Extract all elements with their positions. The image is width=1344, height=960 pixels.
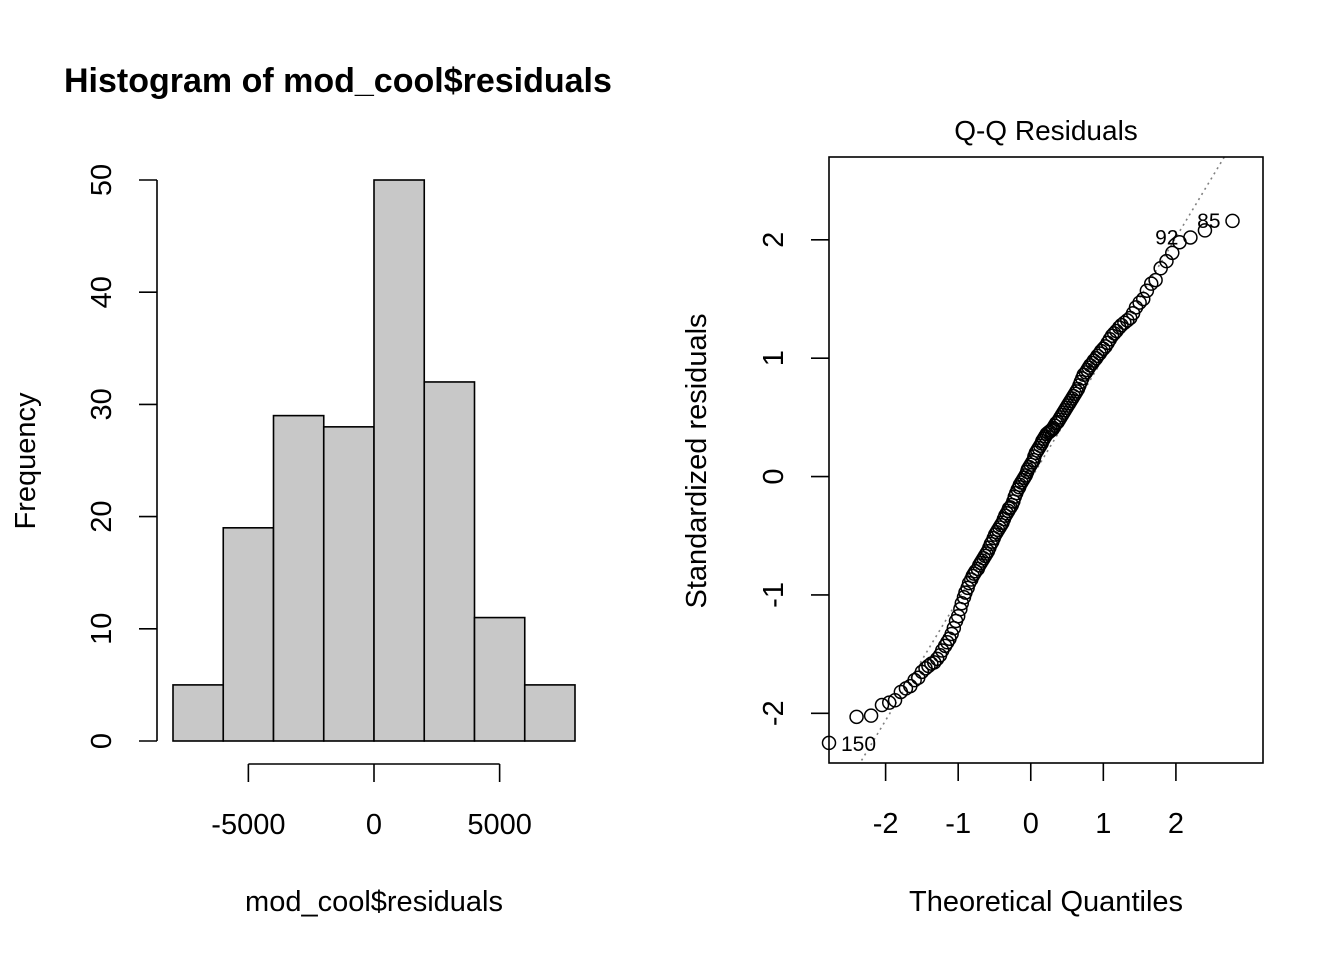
histogram-y-tick-label: 10 bbox=[86, 613, 118, 645]
histogram-bar bbox=[172, 684, 225, 742]
qq-y-axis: -2 -1 0 1 2 bbox=[758, 232, 829, 726]
qq-x-label: Theoretical Quantiles bbox=[909, 886, 1183, 918]
qq-point bbox=[1024, 455, 1040, 470]
qq-point bbox=[1112, 320, 1127, 335]
qq-point bbox=[1104, 328, 1120, 343]
qq-point-labels: 150 92 85 bbox=[841, 210, 1221, 756]
qq-x-tick-label: 2 bbox=[1168, 808, 1184, 840]
histogram-x-axis: -5000 0 5000 bbox=[211, 763, 532, 841]
qq-point bbox=[929, 651, 945, 667]
histogram-y-label: Frequency bbox=[10, 392, 42, 530]
qq-y-tick-label: 2 bbox=[758, 232, 790, 248]
qq-y-label: Standardized residuals bbox=[681, 313, 713, 608]
qq-point bbox=[1128, 300, 1144, 315]
histogram-x-label: mod_cool$residuals bbox=[245, 886, 503, 918]
qq-x-tick-label: -1 bbox=[945, 808, 971, 840]
qq-y-tick-label: 0 bbox=[758, 469, 790, 485]
histogram-panel: Histogram of mod_cool$residuals -5000 0 50… bbox=[10, 62, 612, 918]
qq-plot-box bbox=[828, 156, 1264, 764]
histogram-bar bbox=[272, 414, 325, 742]
qq-point bbox=[1143, 276, 1159, 291]
qq-point bbox=[954, 595, 970, 611]
qq-points bbox=[821, 213, 1240, 751]
qq-point bbox=[940, 635, 955, 650]
histogram-bar bbox=[423, 381, 476, 742]
qq-point bbox=[966, 566, 982, 581]
qq-point bbox=[874, 697, 890, 713]
qq-point bbox=[1136, 291, 1151, 307]
histogram-y-tick-label: 20 bbox=[86, 500, 118, 532]
histogram-y-tick-label: 40 bbox=[86, 276, 118, 308]
qq-point bbox=[1132, 295, 1147, 310]
histogram-bar bbox=[473, 616, 526, 742]
histogram-y-tick-label: 0 bbox=[86, 733, 118, 749]
qq-point bbox=[1148, 272, 1163, 288]
histogram-x-tick-label: 5000 bbox=[467, 809, 532, 841]
qq-point bbox=[1225, 213, 1240, 229]
qq-point bbox=[944, 626, 959, 642]
histogram-bar bbox=[322, 426, 375, 742]
qq-point bbox=[849, 709, 864, 725]
histogram-y-tick-label: 50 bbox=[86, 164, 118, 196]
qq-point bbox=[937, 638, 953, 654]
histogram-y-tick-label: 30 bbox=[86, 388, 118, 420]
qq-point bbox=[1098, 339, 1113, 354]
qq-point bbox=[1139, 283, 1155, 298]
histogram-bar bbox=[523, 684, 576, 742]
qq-point bbox=[1165, 245, 1180, 261]
qq-point bbox=[1183, 230, 1198, 245]
qq-point bbox=[907, 672, 922, 688]
qq-point bbox=[1001, 501, 1017, 516]
histogram-x-tick-label: -5000 bbox=[211, 809, 285, 841]
qq-y-tick-label: -2 bbox=[758, 700, 790, 726]
qq-point bbox=[1197, 223, 1213, 238]
qq-point bbox=[950, 608, 966, 624]
qq-x-tick-label: -2 bbox=[873, 808, 899, 840]
qq-point bbox=[863, 708, 879, 723]
histogram-title: Histogram of mod_cool$residuals bbox=[64, 62, 612, 100]
qq-point-label: 150 bbox=[841, 733, 876, 756]
histogram-x-tick-label: 0 bbox=[366, 809, 382, 841]
qq-panel: Q-Q Residuals 150 92 85 -2 -1 0 1 2 -2 -1 0 1 2 Th… bbox=[681, 115, 1264, 918]
qq-y-tick-label: 1 bbox=[758, 350, 790, 366]
histogram-y-axis: 0 10 20 30 40 50 bbox=[86, 164, 158, 749]
qq-x-tick-label: 1 bbox=[1095, 808, 1111, 840]
qq-x-tick-label: 0 bbox=[1023, 808, 1039, 840]
qq-point-label: 85 bbox=[1197, 210, 1220, 233]
histogram-bar bbox=[373, 179, 426, 742]
qq-y-tick-label: -1 bbox=[758, 582, 790, 608]
qq-x-axis: -2 -1 0 1 2 bbox=[873, 763, 1184, 840]
histogram-bar bbox=[222, 527, 275, 742]
qq-point-label: 92 bbox=[1155, 226, 1178, 249]
histogram-bars bbox=[172, 179, 576, 742]
qq-title: Q-Q Residuals bbox=[954, 115, 1138, 146]
